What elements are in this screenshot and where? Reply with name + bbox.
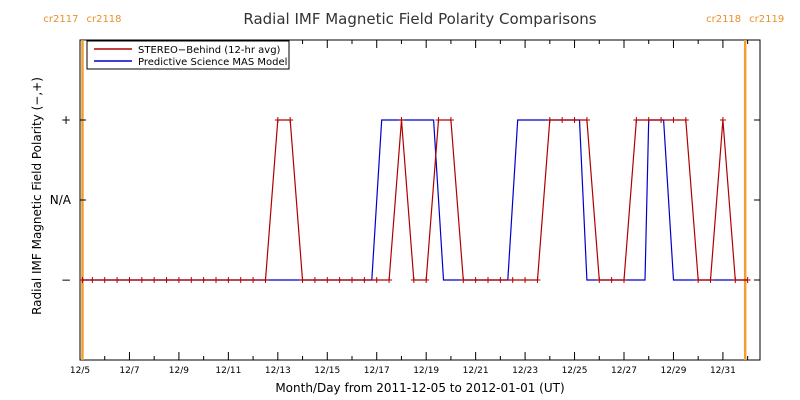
carrington-rotation-labels: cr2117 cr2118 cr2118 cr2119 [43,14,784,25]
y-tick-label: + [61,113,71,127]
data-point [349,277,355,283]
data-point [213,277,219,283]
data-point [596,277,603,283]
x-tick-label: 12/25 [562,366,588,376]
data-point [101,277,108,283]
y-tick-label: N/A [50,193,72,207]
data-point [250,277,257,283]
series-mas [82,119,748,281]
y-axis: − N/A + [50,113,760,287]
x-tick-label: 12/23 [512,366,538,376]
data-point [522,277,529,283]
data-point [460,277,467,283]
data-point [608,277,615,283]
carrington-label: cr2119 [749,14,784,25]
x-tick-label: 12/15 [314,366,340,376]
series-line-mas [82,119,748,281]
data-point [695,277,702,283]
data-point [559,117,566,123]
x-tick-label: 12/21 [463,366,489,376]
carrington-rotation-lines [81,40,747,360]
carrington-label: cr2117 [43,14,78,25]
data-point [361,277,368,283]
data-point [79,277,86,283]
data-point [546,117,553,123]
x-tick-label: 12/7 [119,366,139,376]
data-point [645,117,652,123]
legend-label-stereo: STEREO−Behind (12-hr avg) [138,45,281,56]
legend: STEREO−Behind (12-hr avg) Predictive Sci… [86,40,290,70]
data-point [163,277,170,283]
data-point [114,277,121,283]
data-point [175,277,182,283]
legend-box [86,40,290,70]
data-point [225,277,232,283]
data-point [237,277,244,283]
legend-label-mas: Predictive Science MAS Model [138,57,287,68]
data-point [571,117,578,123]
data-point [126,277,133,283]
chart-title: Radial IMF Magnetic Field Polarity Compa… [243,10,596,28]
x-axis-label: Month/Day from 2011-12-05 to 2012-01-01 … [275,381,564,395]
data-point [682,117,689,123]
series-stereo [79,117,751,283]
data-point [89,277,96,283]
x-tick-label: 12/11 [215,366,241,376]
data-point [658,117,665,123]
data-point [719,117,726,123]
x-tick-label: 12/27 [611,366,637,376]
data-point [732,277,739,283]
data-point [398,117,405,123]
data-point [583,117,590,123]
x-tick-label: 12/13 [265,366,291,376]
carrington-label: cr2118 [706,14,741,25]
data-point [151,277,158,283]
data-point [509,277,516,283]
data-point [200,277,207,283]
data-point [744,277,751,283]
data-point [324,277,331,283]
data-point [311,277,318,283]
data-point [485,277,491,283]
data-point [262,277,269,283]
x-tick-label: 12/29 [660,366,686,376]
data-point [447,117,454,123]
data-point [534,277,541,283]
data-point [423,277,430,283]
x-tick-label: 12/9 [169,366,189,376]
series-layer [79,117,751,283]
plot-frame [79,39,761,361]
data-point [188,277,195,283]
x-tick-label: 12/17 [364,366,390,376]
data-point [287,117,294,123]
y-axis-label: Radial IMF Magnetic Field Polarity (−,+) [30,77,44,315]
data-point [386,277,393,283]
data-point [670,117,677,123]
data-point [497,277,504,283]
x-tick-label: 12/5 [70,366,90,376]
data-point [138,277,145,283]
data-point [435,117,442,123]
data-point [336,277,343,283]
data-point [410,277,417,283]
data-point [472,277,479,283]
data-point [299,277,306,283]
data-point [633,117,640,123]
x-tick-label: 12/31 [710,366,736,376]
y-tick-label: − [61,273,71,287]
x-axis: 12/5 12/7 12/9 12/11 12/13 12/15 12/17 12/19 12/… [70,40,749,376]
data-point [707,277,714,283]
data-point [373,277,380,283]
x-tick-label: 12/19 [413,366,439,376]
data-point [274,117,281,123]
carrington-label: cr2118 [86,14,121,25]
data-point [621,277,627,283]
